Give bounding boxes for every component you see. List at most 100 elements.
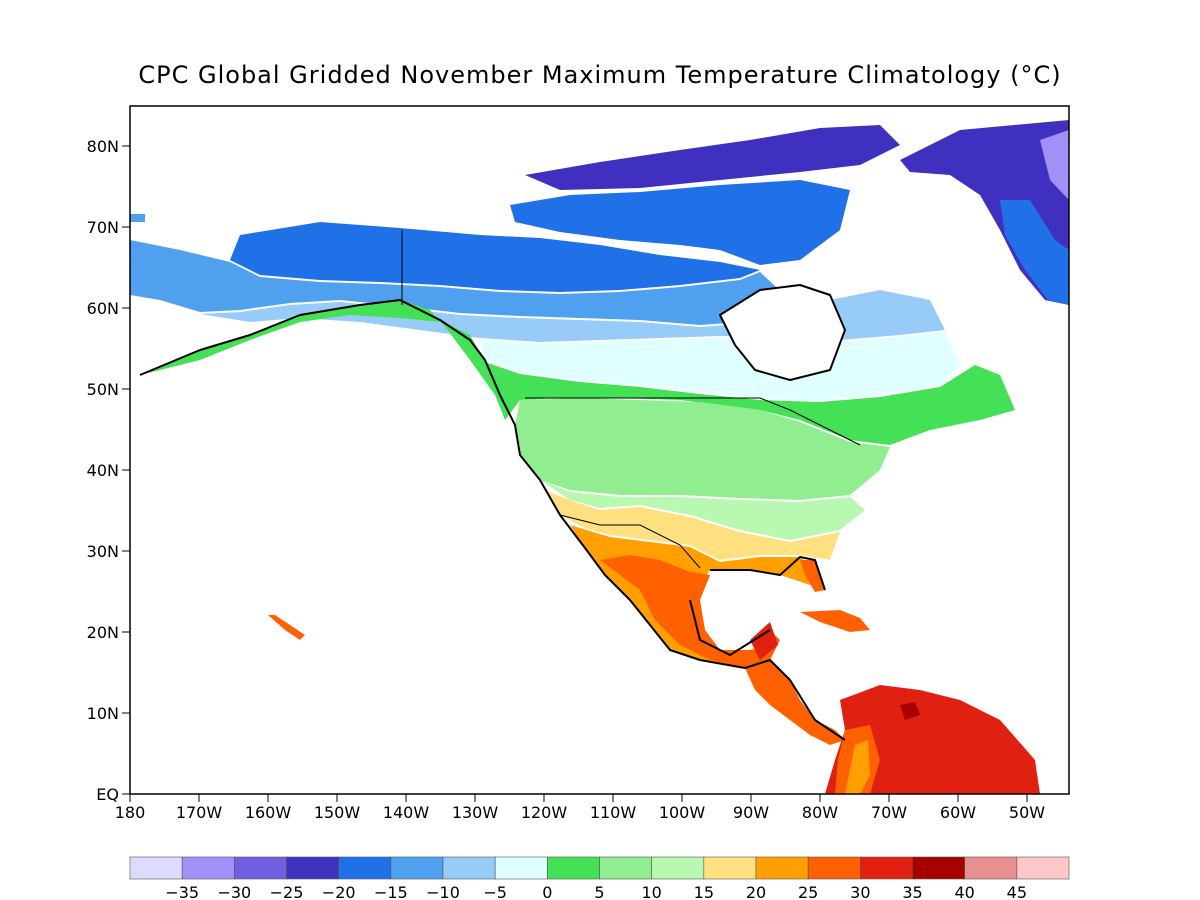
band-plus-15 bbox=[540, 480, 865, 540]
central-america-hot bbox=[750, 622, 778, 660]
lon-tick: 80W bbox=[802, 794, 838, 822]
colorbar-swatch bbox=[964, 856, 1018, 880]
lat-tick: EQ bbox=[96, 785, 130, 804]
plot-frame bbox=[129, 105, 1070, 795]
colorbar-label: 5 bbox=[594, 883, 604, 900]
siberia-tip bbox=[130, 214, 145, 222]
greenland-interior bbox=[1040, 130, 1069, 200]
lon-label: 180 bbox=[115, 803, 146, 822]
us-mexico-border bbox=[559, 514, 701, 569]
colorbar-label: 25 bbox=[798, 883, 818, 900]
colorbar-label: 30 bbox=[850, 883, 870, 900]
colorbar: −35 −30 −25 −20 −15 −10 −5 0 5 10 15 20 25 30 35 40 45 bbox=[129, 856, 1070, 900]
colorbar-swatch bbox=[234, 856, 287, 880]
hudson-bay-coastline bbox=[719, 284, 846, 381]
colorbar-swatch bbox=[651, 856, 705, 880]
colorbar-label: −30 bbox=[217, 883, 251, 900]
caribbean-islands bbox=[800, 610, 870, 632]
colorbar-swatch bbox=[442, 856, 496, 880]
lon-label: 160W bbox=[245, 803, 292, 822]
temperature-field bbox=[130, 120, 1069, 794]
lon-label: 60W bbox=[940, 803, 976, 822]
lon-tick: 120W bbox=[521, 794, 568, 822]
lon-label: 140W bbox=[383, 803, 430, 822]
hawaii bbox=[268, 615, 305, 640]
lon-label: 70W bbox=[871, 803, 907, 822]
colorbar-label: −35 bbox=[165, 883, 199, 900]
gulf-coastline bbox=[689, 556, 826, 656]
lon-label: 100W bbox=[659, 803, 706, 822]
colorbar-swatch bbox=[755, 856, 809, 880]
arctic-islands-north bbox=[525, 125, 900, 190]
colorbar-swatch bbox=[1016, 856, 1070, 880]
colorbar-label: −10 bbox=[426, 883, 460, 900]
lat-tick: 40N bbox=[87, 461, 130, 480]
lat-label: 70N bbox=[87, 218, 119, 237]
band-plus-10 bbox=[515, 398, 890, 500]
band-0 bbox=[480, 332, 960, 400]
lon-tick: 130W bbox=[452, 794, 498, 822]
lon-tick: 170W bbox=[176, 794, 223, 822]
colorbar-label: −15 bbox=[374, 883, 408, 900]
lon-label: 120W bbox=[521, 803, 568, 822]
lon-tick: 70W bbox=[871, 794, 907, 822]
band-minus-15 bbox=[230, 222, 760, 292]
lat-label: 80N bbox=[87, 137, 119, 156]
lon-label: 110W bbox=[590, 803, 637, 822]
lon-tick: 180 bbox=[115, 794, 146, 822]
colorbar-swatch bbox=[547, 856, 600, 880]
colorbar-label: 40 bbox=[954, 883, 974, 900]
lat-tick: 10N bbox=[87, 704, 130, 723]
colorbar-swatch bbox=[912, 856, 965, 880]
lat-tick: 20N bbox=[87, 623, 130, 642]
lon-label: 80W bbox=[802, 803, 838, 822]
colorbar-label: 10 bbox=[641, 883, 661, 900]
lat-label: 20N bbox=[87, 623, 119, 642]
lon-tick: 150W bbox=[314, 794, 361, 822]
colorbar-label: −25 bbox=[270, 883, 304, 900]
lat-label: EQ bbox=[96, 785, 119, 804]
colorbar-swatch bbox=[494, 856, 548, 880]
colorbar-label: 35 bbox=[902, 883, 922, 900]
band-plus-5 bbox=[440, 320, 1015, 445]
florida-band bbox=[800, 560, 825, 592]
lat-tick: 60N bbox=[87, 299, 130, 318]
south-america bbox=[825, 685, 1040, 794]
plot-area bbox=[129, 105, 1070, 795]
lat-label: 30N bbox=[87, 542, 119, 561]
colorbar-swatch bbox=[703, 856, 757, 880]
lat-label: 10N bbox=[87, 704, 119, 723]
lon-tick: 110W bbox=[590, 794, 637, 822]
band-plus-20 bbox=[545, 490, 840, 560]
longitude-axis: 180 170W 160W 150W 140W 130W 120W 110W 1… bbox=[115, 794, 1045, 822]
andes-cool bbox=[845, 740, 870, 794]
alaska-coast-band bbox=[140, 300, 440, 375]
hudson-bay bbox=[720, 285, 845, 380]
lon-tick: 160W bbox=[245, 794, 292, 822]
colorbar-label: 20 bbox=[746, 883, 766, 900]
lon-label: 170W bbox=[176, 803, 223, 822]
lon-label: 50W bbox=[1009, 803, 1045, 822]
colorbar-swatch bbox=[181, 856, 235, 880]
lon-tick: 60W bbox=[940, 794, 976, 822]
lon-label: 90W bbox=[733, 803, 769, 822]
lon-tick: 90W bbox=[733, 794, 769, 822]
colorbar-swatch bbox=[599, 856, 652, 880]
colorbar-swatch bbox=[129, 856, 183, 880]
colorbar-swatch bbox=[338, 856, 392, 880]
lat-tick: 70N bbox=[87, 218, 130, 237]
band-plus-30 bbox=[600, 555, 780, 668]
band-minus-10 bbox=[130, 240, 790, 325]
lat-label: 60N bbox=[87, 299, 119, 318]
lon-label: 150W bbox=[314, 803, 361, 822]
greenland-east-band bbox=[1000, 200, 1069, 305]
colorbar-swatch bbox=[390, 856, 444, 880]
lat-tick: 30N bbox=[87, 542, 130, 561]
colorbar-swatch bbox=[286, 856, 339, 880]
map-title: CPC Global Gridded November Maximum Temp… bbox=[138, 61, 1061, 89]
colorbar-label: 0 bbox=[542, 883, 552, 900]
map-outlines bbox=[139, 230, 861, 741]
lat-tick: 80N bbox=[87, 137, 130, 156]
lon-tick: 50W bbox=[1009, 794, 1045, 822]
